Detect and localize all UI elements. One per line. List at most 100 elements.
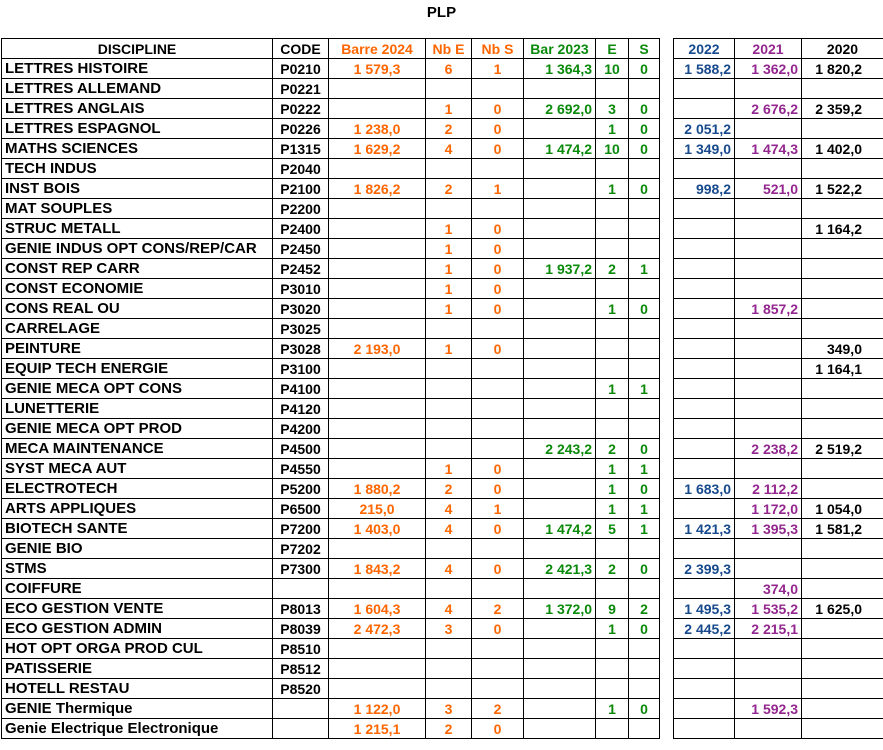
discipline-cell: HOTELL RESTAU <box>1 678 273 699</box>
discipline-cell: GENIE MECA OPT CONS <box>1 378 273 399</box>
bar-2023-cell: 1 474,2 <box>523 138 596 159</box>
nb-e-cell: 4 <box>425 498 472 519</box>
e-cell <box>595 418 629 439</box>
discipline-cell: PATISSERIE <box>1 658 273 679</box>
e-cell: 10 <box>595 58 629 79</box>
s-cell <box>628 578 660 599</box>
s-cell <box>628 678 660 699</box>
value-2022-cell <box>673 718 735 739</box>
e-cell: 1 <box>595 118 629 139</box>
nb-e-cell <box>425 358 472 379</box>
table-row: 1 421,3 1 395,3 1 581,2 <box>673 518 883 539</box>
value-2021-cell: 1 172,0 <box>734 498 802 519</box>
discipline-cell: CONST REP CARR <box>1 258 273 279</box>
barre-2024-cell: 1 843,2 <box>328 558 426 579</box>
nb-s-cell <box>471 638 524 659</box>
bar-2023-cell: 2 243,2 <box>523 438 596 459</box>
value-2020-cell <box>801 238 883 259</box>
bar-2023-cell <box>523 158 596 179</box>
table-row: INST BOIS P2100 1 826,2 2 1 1 0 <box>1 178 660 199</box>
s-cell: 1 <box>628 518 660 539</box>
e-cell: 1 <box>595 178 629 199</box>
e-cell: 5 <box>595 518 629 539</box>
e-cell <box>595 78 629 99</box>
s-cell: 1 <box>628 498 660 519</box>
header-row: DISCIPLINE CODE Barre 2024 Nb E Nb S Bar… <box>1 38 660 59</box>
e-cell: 1 <box>595 458 629 479</box>
bar-2023-cell <box>523 358 596 379</box>
barre-2024-cell: 1 629,2 <box>328 138 426 159</box>
code-cell: P3010 <box>272 278 329 299</box>
discipline-cell: LETTRES HISTOIRE <box>1 58 273 79</box>
value-2022-cell <box>673 398 735 419</box>
code-cell: P8013 <box>272 598 329 619</box>
s-cell <box>628 198 660 219</box>
table-row <box>673 538 883 559</box>
s-cell: 0 <box>628 298 660 319</box>
bar-2023-cell <box>523 478 596 499</box>
nb-s-cell: 0 <box>471 458 524 479</box>
value-2020-cell: 2 519,2 <box>801 438 883 459</box>
table-row: LETTRES ANGLAIS P0222 1 0 2 692,0 3 0 <box>1 98 660 119</box>
value-2022-cell <box>673 78 735 99</box>
e-cell: 2 <box>595 258 629 279</box>
bar-2023-cell <box>523 398 596 419</box>
nb-e-cell: 1 <box>425 258 472 279</box>
barre-2024-cell <box>328 458 426 479</box>
nb-s-cell <box>471 198 524 219</box>
value-2022-cell <box>673 158 735 179</box>
e-cell <box>595 198 629 219</box>
value-2021-cell: 2 676,2 <box>734 98 802 119</box>
code-cell: P0226 <box>272 118 329 139</box>
page-title: PLP <box>426 4 457 21</box>
value-2021-cell <box>734 198 802 219</box>
table-row: GENIE Thermique 1 122,0 3 2 1 0 <box>1 698 660 719</box>
table-row <box>673 318 883 339</box>
value-2020-cell <box>801 158 883 179</box>
barre-2024-cell: 2 472,3 <box>328 618 426 639</box>
discipline-cell: LETTRES ESPAGNOL <box>1 118 273 139</box>
value-2020-cell: 1 625,0 <box>801 598 883 619</box>
value-2020-cell <box>801 118 883 139</box>
nb-s-cell: 0 <box>471 278 524 299</box>
e-cell <box>595 638 629 659</box>
nb-s-cell: 0 <box>471 138 524 159</box>
bar-2023-cell <box>523 658 596 679</box>
barre-2024-cell <box>328 258 426 279</box>
bar-2023-cell: 2 692,0 <box>523 98 596 119</box>
value-2020-cell <box>801 538 883 559</box>
table-row: HOTELL RESTAU P8520 <box>1 678 660 699</box>
e-cell: 3 <box>595 98 629 119</box>
nb-e-cell <box>425 318 472 339</box>
bar-2023-cell: 1 937,2 <box>523 258 596 279</box>
bar-2023-cell: 2 421,3 <box>523 558 596 579</box>
nb-e-cell: 4 <box>425 598 472 619</box>
discipline-cell: ARTS APPLIQUES <box>1 498 273 519</box>
table-row: 2 051,2 <box>673 118 883 139</box>
table-row: 1 592,3 <box>673 698 883 719</box>
barres-table-body: LETTRES HISTOIRE P0210 1 579,3 6 1 1 364,3 10 0… <box>1 58 660 739</box>
value-2020-cell: 1 402,0 <box>801 138 883 159</box>
table-row <box>673 458 883 479</box>
value-2021-cell <box>734 238 802 259</box>
e-cell <box>595 658 629 679</box>
code-cell: P4120 <box>272 398 329 419</box>
barre-2024-cell <box>328 278 426 299</box>
nb-e-cell: 6 <box>425 58 472 79</box>
barre-2024-cell: 1 403,0 <box>328 518 426 539</box>
bar-2023-cell <box>523 178 596 199</box>
value-2022-cell <box>673 198 735 219</box>
value-2021-cell <box>734 638 802 659</box>
bar-2023-cell <box>523 338 596 359</box>
barre-2024-cell: 1 122,0 <box>328 698 426 719</box>
value-2021-cell <box>734 718 802 739</box>
table-row <box>673 418 883 439</box>
table-row: SYST MECA AUT P4550 1 0 1 1 <box>1 458 660 479</box>
nb-e-cell: 1 <box>425 278 472 299</box>
bar-2023-cell <box>523 378 596 399</box>
bar-2023-cell <box>523 498 596 519</box>
nb-s-cell <box>471 358 524 379</box>
code-cell: P3020 <box>272 298 329 319</box>
value-2021-cell <box>734 418 802 439</box>
table-row: MAT SOUPLES P2200 <box>1 198 660 219</box>
